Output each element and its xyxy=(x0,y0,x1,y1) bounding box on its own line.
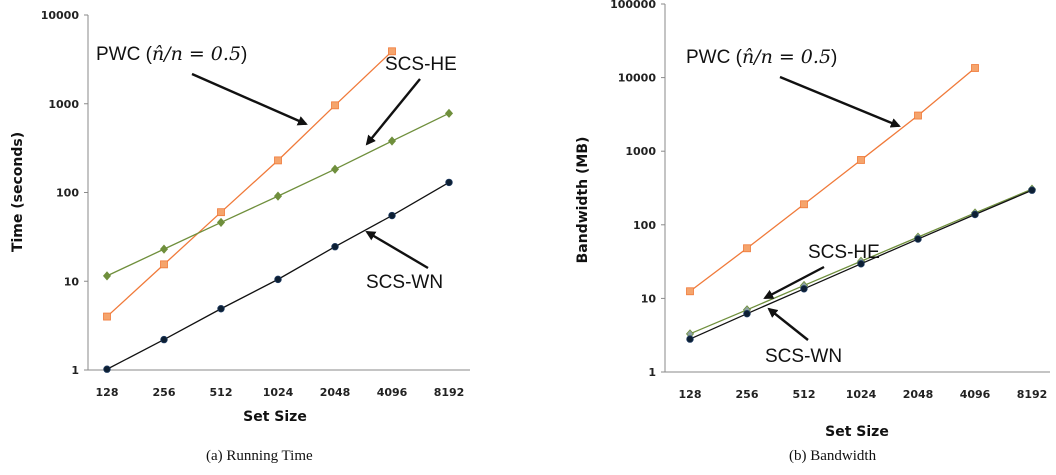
annotation-text: ) xyxy=(241,44,247,65)
annotation-scs-wn: SCS-WN xyxy=(765,346,842,367)
data-point-scs-wn xyxy=(971,210,979,219)
data-point-scs-he xyxy=(330,164,340,174)
data-point-scs-wn xyxy=(331,243,339,251)
data-point-scs-he xyxy=(102,271,112,281)
annotation-scs-he: SCS-HE xyxy=(808,242,880,263)
data-point-pwc xyxy=(274,156,282,165)
data-point-pwc xyxy=(686,287,694,296)
x-axis-label: Set Size xyxy=(825,424,889,440)
data-point-scs-wn xyxy=(160,335,168,344)
y-tick-label: 10 xyxy=(64,275,80,288)
x-tick-label: 512 xyxy=(793,388,816,401)
data-point-scs-wn xyxy=(800,285,808,293)
series-line-pwc xyxy=(689,67,976,292)
data-point-scs-wn xyxy=(445,178,453,187)
data-point-scs-he xyxy=(159,244,169,254)
annotation-pwc: PWC (n̂/n = 0.5) xyxy=(686,46,837,68)
data-point-scs-he xyxy=(273,191,283,201)
x-tick-label: 256 xyxy=(736,388,759,401)
arrow-scs-wn xyxy=(365,230,429,270)
data-point-scs-wn xyxy=(857,260,865,268)
series-line-pwc xyxy=(106,50,393,318)
x-tick-label: 4096 xyxy=(960,388,991,401)
caption-a: (a) Running Time xyxy=(206,448,313,464)
data-point-pwc xyxy=(160,260,168,269)
y-axis-label: Bandwidth (MB) xyxy=(575,137,591,264)
data-point-scs-wn xyxy=(103,365,111,373)
x-axis-label: Set Size xyxy=(243,409,307,425)
data-point-scs-he xyxy=(444,108,454,118)
data-point-pwc xyxy=(388,47,396,56)
data-point-scs-he xyxy=(387,136,397,146)
annotation-text: PWC ( xyxy=(96,44,153,65)
data-point-scs-he xyxy=(216,217,226,228)
data-point-pwc xyxy=(331,101,339,110)
data-point-scs-wn xyxy=(217,305,225,313)
y-tick-label: 1000 xyxy=(625,145,656,158)
y-tick-label: 1 xyxy=(71,364,79,377)
annotation-scs-he: SCS-HE xyxy=(385,54,457,75)
y-tick-label: 10000 xyxy=(618,72,657,85)
data-point-pwc xyxy=(857,156,865,164)
data-point-scs-wn xyxy=(914,235,922,243)
y-tick-label: 100 xyxy=(633,219,656,232)
data-point-scs-wn xyxy=(1028,186,1036,194)
annotation-text: ) xyxy=(831,47,837,68)
x-tick-label: 8192 xyxy=(1017,388,1048,401)
arrow-scs-wn xyxy=(767,307,809,341)
x-tick-label: 256 xyxy=(153,386,176,399)
data-point-pwc xyxy=(103,312,111,321)
data-point-pwc xyxy=(971,64,979,72)
y-tick-label: 10000 xyxy=(41,9,80,22)
annotation-math: n̂/n = 0.5 xyxy=(742,46,831,68)
arrow-scs-he xyxy=(365,78,421,146)
x-tick-label: 2048 xyxy=(903,388,934,401)
x-tick-label: 4096 xyxy=(377,386,408,399)
data-point-scs-wn xyxy=(743,309,751,318)
y-tick-label: 10 xyxy=(641,292,657,305)
y-tick-label: 1000 xyxy=(48,98,79,111)
x-tick-label: 128 xyxy=(679,388,702,401)
y-tick-label: 1 xyxy=(648,366,656,379)
x-tick-label: 128 xyxy=(96,386,119,399)
figure: 1 10 100 1000 10000 128 256 512 1024 2048 4096 8192… xyxy=(10,0,1050,440)
y-axis-label: Time (seconds) xyxy=(10,132,26,252)
chart-panel-b: 1 10 100 1000 10000 100000 128 256 512 1024 2048 40… xyxy=(575,0,1050,440)
arrow-scs-he xyxy=(763,265,825,300)
arrow-pwc xyxy=(191,72,308,126)
data-point-scs-wn xyxy=(686,335,694,343)
data-point-pwc xyxy=(217,208,225,217)
x-tick-label: 8192 xyxy=(434,386,465,399)
data-point-scs-wn xyxy=(388,211,396,220)
data-point-pwc xyxy=(914,111,922,120)
y-tick-label: 100 xyxy=(56,187,79,200)
x-tick-label: 512 xyxy=(210,386,233,399)
data-point-scs-wn xyxy=(274,275,282,284)
annotation-text: PWC ( xyxy=(686,47,743,68)
x-tick-label: 1024 xyxy=(263,386,294,399)
data-point-pwc xyxy=(743,244,751,253)
arrow-pwc xyxy=(779,75,901,128)
caption-b: (b) Bandwidth xyxy=(789,448,877,464)
x-tick-label: 2048 xyxy=(320,386,351,399)
annotation-pwc: PWC (n̂/n = 0.5) xyxy=(96,43,247,65)
x-tick-label: 1024 xyxy=(846,388,877,401)
annotation-math: n̂/n = 0.5 xyxy=(152,43,241,65)
y-tick-label: 100000 xyxy=(610,0,656,11)
annotation-scs-wn: SCS-WN xyxy=(366,272,443,293)
chart-panel-a: 1 10 100 1000 10000 128 256 512 1024 2048 4096 8192… xyxy=(10,9,470,425)
data-point-pwc xyxy=(800,200,808,209)
